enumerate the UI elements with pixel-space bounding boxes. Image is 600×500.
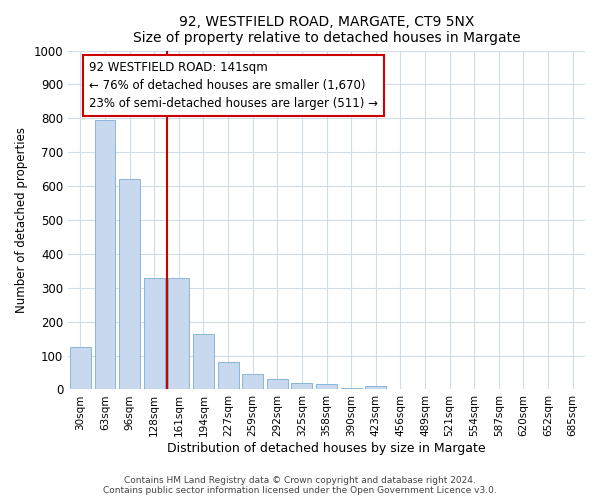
Bar bbox=[169, 278, 189, 390]
Bar bbox=[144, 278, 164, 390]
Bar bbox=[218, 362, 239, 390]
X-axis label: Distribution of detached houses by size in Margate: Distribution of detached houses by size … bbox=[167, 442, 486, 455]
Bar bbox=[242, 374, 263, 390]
Bar bbox=[365, 386, 386, 390]
Bar bbox=[316, 384, 337, 390]
Bar bbox=[193, 334, 214, 390]
Text: 92 WESTFIELD ROAD: 141sqm
← 76% of detached houses are smaller (1,670)
23% of se: 92 WESTFIELD ROAD: 141sqm ← 76% of detac… bbox=[89, 60, 378, 110]
Bar bbox=[267, 380, 288, 390]
Bar bbox=[292, 382, 313, 390]
Text: Contains HM Land Registry data © Crown copyright and database right 2024.
Contai: Contains HM Land Registry data © Crown c… bbox=[103, 476, 497, 495]
Bar bbox=[119, 180, 140, 390]
Bar bbox=[341, 388, 362, 390]
Title: 92, WESTFIELD ROAD, MARGATE, CT9 5NX
Size of property relative to detached house: 92, WESTFIELD ROAD, MARGATE, CT9 5NX Siz… bbox=[133, 15, 520, 45]
Bar bbox=[70, 347, 91, 390]
Bar bbox=[95, 120, 115, 390]
Y-axis label: Number of detached properties: Number of detached properties bbox=[15, 127, 28, 313]
